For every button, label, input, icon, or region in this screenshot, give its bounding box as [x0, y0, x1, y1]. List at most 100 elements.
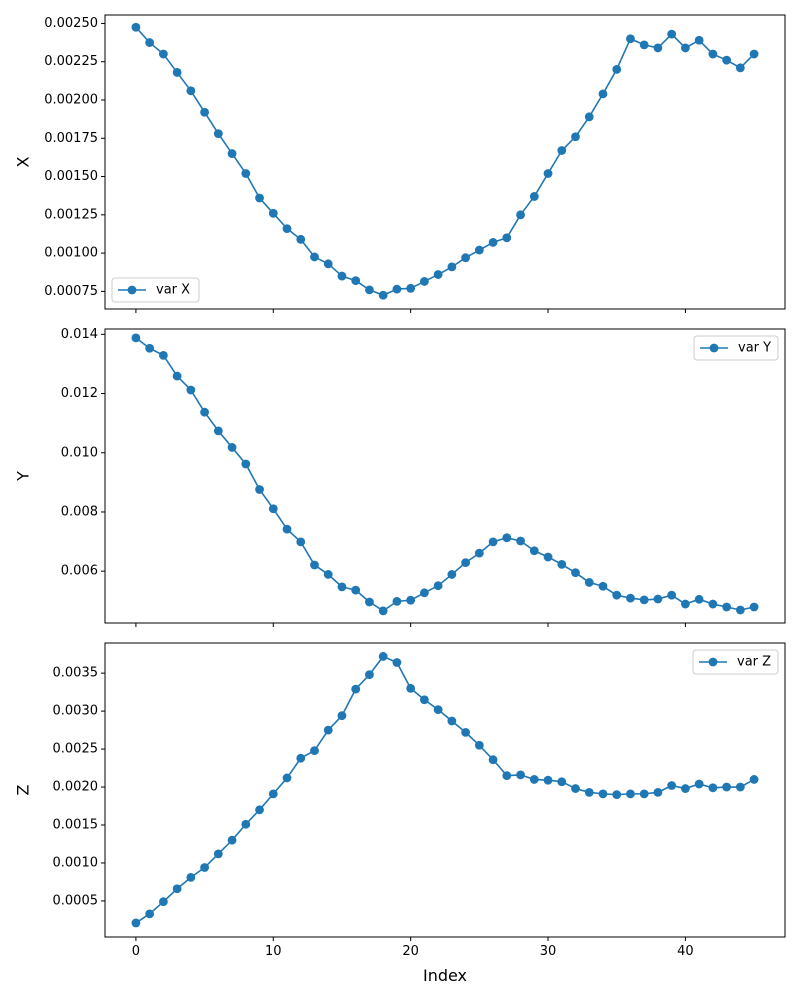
data-point: [406, 595, 416, 605]
data-point: [722, 602, 732, 612]
axes-frame: [104, 328, 786, 624]
data-point: [653, 594, 663, 604]
data-point: [488, 755, 498, 765]
data-point: [365, 597, 374, 607]
legend-label: var Y: [738, 341, 771, 356]
y-tick-label: 0.0035: [53, 666, 99, 681]
y-tick-label: 0.00075: [44, 284, 98, 299]
data-point: [255, 805, 264, 815]
y-tick-label: 0.0010: [53, 855, 99, 870]
data-point: [282, 524, 292, 534]
data-point: [598, 581, 608, 591]
y-tick-label: 0.00200: [44, 92, 98, 107]
data-point: [378, 606, 388, 616]
x-tick-label: 30: [540, 944, 557, 959]
data-point: [310, 252, 319, 262]
data-point: [708, 49, 718, 59]
data-point: [461, 558, 471, 568]
x-tick-label: 40: [677, 944, 694, 959]
data-point: [337, 582, 347, 592]
y-tick-label: 0.0025: [53, 742, 99, 757]
data-point: [557, 559, 567, 569]
data-point: [310, 746, 319, 755]
data-point: [392, 596, 402, 606]
y-axis-label: Y: [14, 471, 33, 482]
data-point: [584, 787, 594, 797]
data-point: [186, 385, 196, 395]
data-point: [241, 459, 251, 469]
data-point: [310, 560, 319, 570]
data-point: [213, 849, 223, 859]
data-point: [474, 548, 484, 558]
data-point: [722, 782, 732, 792]
data-point: [200, 107, 209, 117]
y-axis-label: Z: [14, 784, 33, 795]
data-point: [213, 129, 223, 139]
y-tick-label: 0.0020: [53, 780, 99, 795]
data-point: [529, 192, 539, 201]
data-point: [749, 602, 759, 612]
series-line: [135, 26, 755, 297]
data-point: [735, 782, 745, 792]
data-point: [351, 276, 361, 286]
legend-frame: [111, 277, 200, 303]
data-point: [172, 68, 182, 77]
data-point: [639, 595, 649, 605]
data-point: [419, 277, 429, 286]
legend: var Z: [692, 649, 779, 675]
axes-frame: [104, 642, 786, 938]
data-point: [227, 835, 237, 845]
data-point: [365, 670, 374, 680]
data-point: [681, 43, 690, 53]
legend-frame: [692, 649, 779, 675]
data-point: [296, 234, 306, 244]
data-point: [406, 683, 416, 693]
data-point: [447, 716, 457, 726]
data-point: [131, 333, 141, 343]
data-point: [694, 594, 704, 604]
y-tick-label: 0.00100: [44, 246, 98, 261]
data-point: [749, 775, 759, 784]
data-point: [722, 55, 732, 65]
data-point: [694, 779, 704, 789]
data-point: [543, 775, 553, 785]
data-point: [694, 35, 704, 45]
data-point: [268, 504, 278, 514]
y-tick-label: 0.014: [61, 327, 98, 342]
legend-frame: [693, 335, 779, 361]
data-point: [735, 605, 745, 615]
y-tick-label: 0.00225: [44, 54, 98, 69]
data-point: [598, 789, 608, 799]
data-point: [392, 658, 402, 667]
x-tick-label: 20: [402, 944, 419, 959]
data-point: [447, 570, 457, 579]
data-point: [653, 787, 663, 797]
data-point: [419, 588, 429, 598]
data-point: [145, 909, 155, 919]
y-tick-label: 0.00150: [44, 169, 98, 184]
data-point: [282, 224, 292, 234]
data-point: [158, 897, 168, 907]
data-point: [131, 22, 141, 32]
data-point: [227, 443, 237, 452]
data-point: [241, 819, 251, 829]
data-point: [516, 770, 525, 780]
data-point: [708, 599, 718, 609]
data-point: [406, 283, 416, 293]
data-point: [186, 86, 196, 96]
data-point: [529, 775, 539, 784]
data-point: [241, 169, 251, 178]
y-tick-label: 0.0005: [53, 893, 99, 908]
data-point: [172, 371, 182, 381]
data-point: [543, 169, 553, 178]
data-point: [626, 789, 635, 799]
data-point: [433, 705, 443, 714]
x-tick-label: 0: [132, 944, 140, 959]
data-point: [502, 533, 512, 543]
y-tick-label: 0.012: [61, 386, 98, 401]
y-tick-label: 0.010: [61, 445, 98, 460]
data-point: [433, 270, 443, 279]
data-point: [612, 590, 622, 600]
data-point: [392, 284, 402, 294]
